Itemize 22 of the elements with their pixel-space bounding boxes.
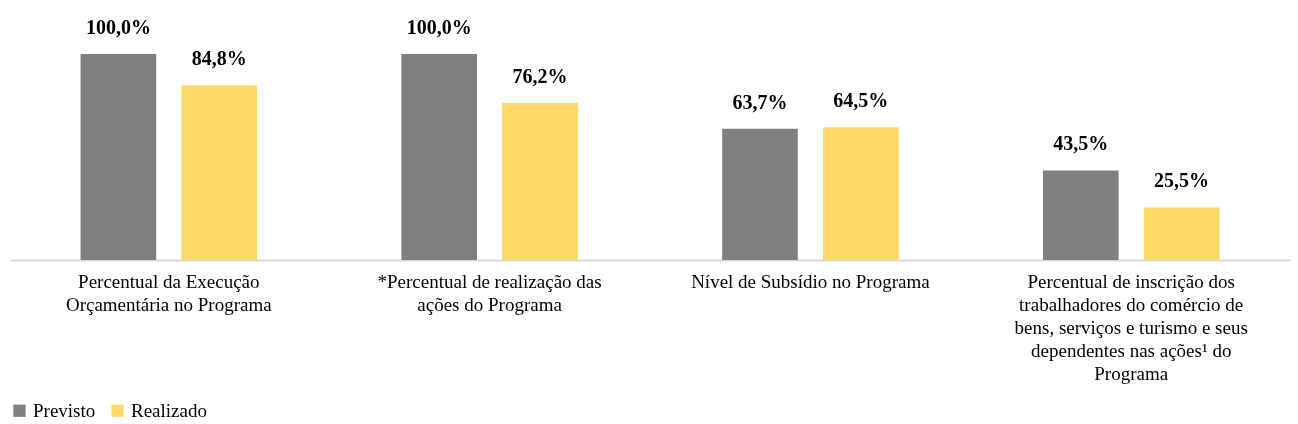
- data-label: 76,2%: [512, 65, 568, 88]
- data-label: 100,0%: [406, 16, 472, 38]
- legend-label: Realizado: [131, 399, 207, 421]
- bar: [401, 54, 477, 260]
- legend-label: Previsto: [33, 399, 96, 421]
- x-tick-label: Nível de Subsídio no Programa: [691, 270, 931, 292]
- x-tick-label: Percentual de inscrição dos trabalhadores do comércio de bens, serviços e turismo e seus dependentes nas ações¹ do Programa: [1014, 270, 1248, 384]
- bar: [1143, 207, 1220, 260]
- bar: [502, 103, 578, 260]
- bar: [1042, 170, 1119, 260]
- data-label: 100,0%: [85, 16, 151, 38]
- data-label: 63,7%: [732, 90, 788, 113]
- data-label: 25,5%: [1154, 169, 1210, 192]
- bar: [722, 128, 798, 260]
- x-tick-label: Percentual da Execução Orçamentária no Programa: [65, 270, 273, 315]
- data-label: 43,5%: [1053, 132, 1109, 155]
- bar: [80, 54, 157, 260]
- bar: [823, 127, 899, 260]
- bar: [181, 85, 258, 260]
- data-label: 64,5%: [833, 89, 889, 112]
- x-tick-label: *Percentual de realização das ações do Programa: [377, 270, 602, 315]
- data-label: 84,8%: [191, 47, 247, 70]
